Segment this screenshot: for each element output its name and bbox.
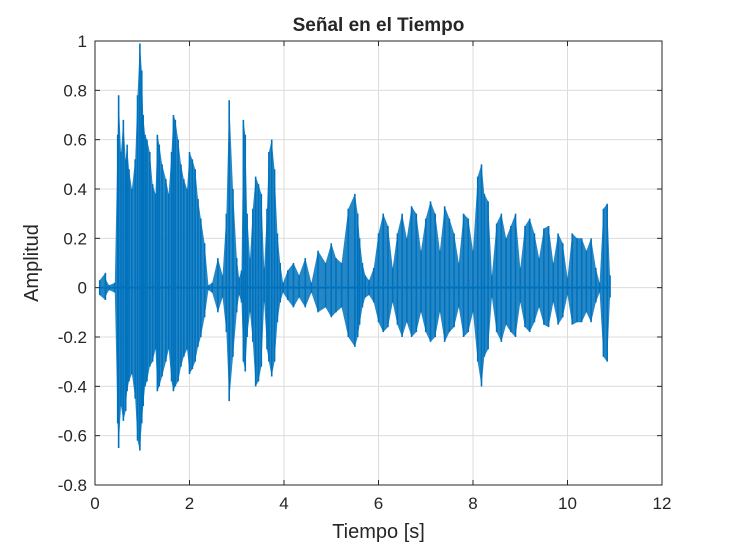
y-tick-label: 1	[78, 32, 87, 51]
x-tick-label: 4	[279, 494, 288, 513]
y-tick-label: -0.6	[58, 427, 87, 446]
x-tick-label: 0	[90, 494, 99, 513]
x-tick-label: 10	[558, 494, 577, 513]
y-tick-label: -0.8	[58, 476, 87, 495]
axis-ticks: 0 2 4 6 8 10 12 -0.8 -0.6 -0.4 -0.2 0 0.2 0.4 0.6 0.8 1	[58, 32, 672, 513]
y-tick-label: 0.8	[63, 81, 87, 100]
y-tick-label: -0.4	[58, 377, 87, 396]
x-tick-label: 8	[468, 494, 477, 513]
x-axis-label: Tiempo [s]	[332, 521, 425, 543]
x-tick-label: 12	[653, 494, 672, 513]
y-tick-label: 0.4	[63, 180, 87, 199]
x-tick-label: 2	[185, 494, 194, 513]
y-axis-label: Amplitud	[21, 224, 43, 302]
y-tick-label: -0.2	[58, 328, 87, 347]
y-tick-label: 0.2	[63, 229, 87, 248]
chart-title: Señal en el Tiempo	[293, 15, 465, 36]
y-tick-label: 0	[78, 279, 87, 298]
signal-series	[98, 43, 611, 451]
x-tick-label: 6	[374, 494, 383, 513]
y-tick-label: 0.6	[63, 131, 87, 150]
